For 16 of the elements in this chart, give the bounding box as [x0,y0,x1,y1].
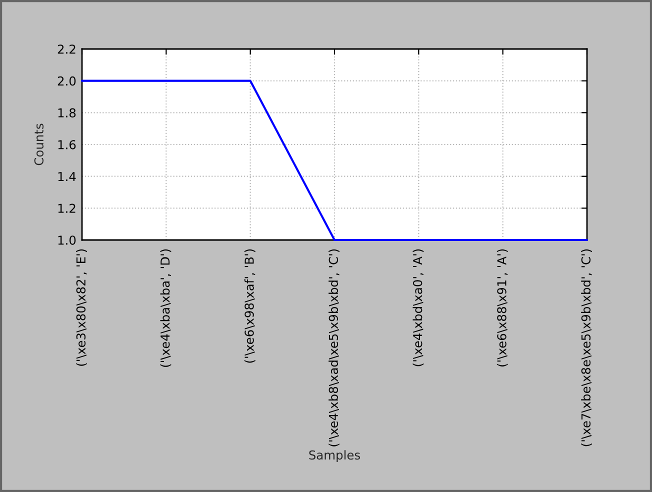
y-axis-title: Counts [34,124,44,166]
x-tick-label: ('\xe4\xba\xba', 'D') [160,249,172,367]
y-tick-label: 1.6 [58,140,76,150]
y-tick-label: 1.2 [58,204,76,213]
y-tick-label: 1.0 [58,236,76,245]
y-tick-label: 1.4 [58,172,76,181]
x-tick-label: ('\xe7\xbe\x8e\xe5\x9b\xbd', 'C') [581,249,592,446]
y-tick-label: 2.0 [58,76,76,86]
y-tick-label: 2.2 [58,44,76,54]
x-tick-label: ('\xe6\x88\x91', 'A') [496,249,508,366]
x-axis-title: Samples [309,450,360,462]
x-tick-label: ('\xe4\xbd\xa0', 'A') [412,249,424,366]
y-tick-label: 1.8 [58,108,76,118]
x-tick-label: ('\xe6\x98\xaf', 'B') [244,249,256,363]
x-tick-label: ('\xe4\xb8\xad\xe5\x9b\xbd', 'C') [328,249,340,446]
x-tick-label: ('\xe3\x80\x82', 'E') [76,249,87,366]
